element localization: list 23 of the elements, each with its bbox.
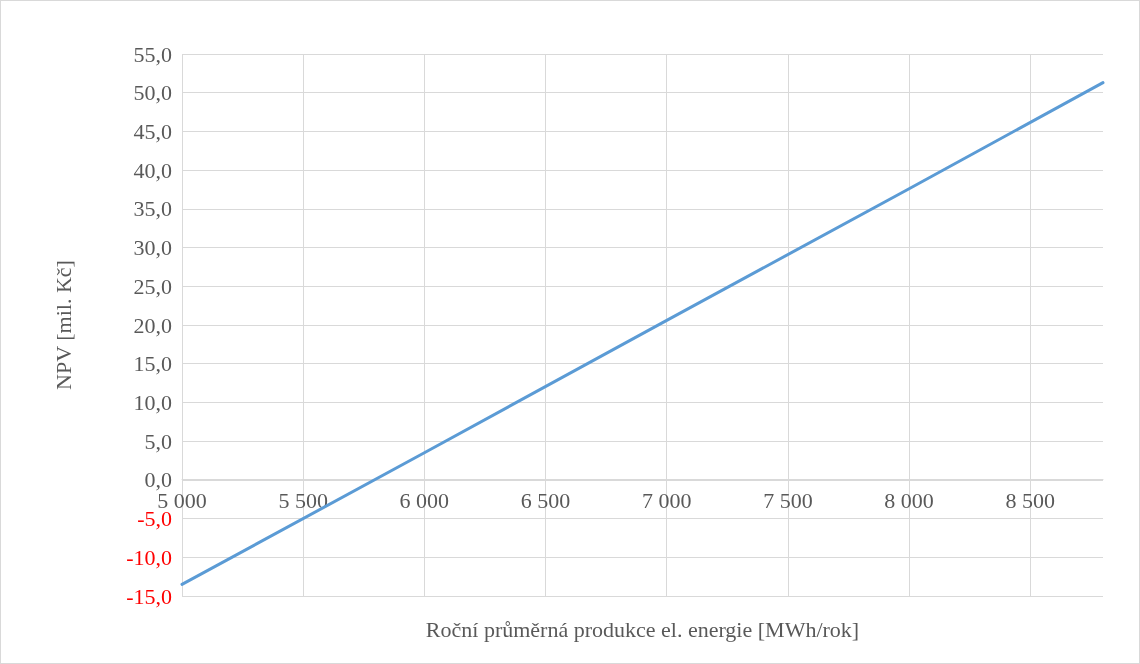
y-tick-label: 0,0	[144, 467, 172, 493]
y-tick-label: 35,0	[133, 196, 172, 222]
x-tick-label: 7 500	[763, 487, 813, 513]
y-tick-label: 50,0	[133, 80, 172, 106]
x-tick-label: 6 500	[520, 487, 571, 513]
x-tick-label: 8 000	[884, 487, 934, 513]
y-tick-label: 25,0	[133, 273, 172, 299]
y-tick-label: -15,0	[126, 583, 172, 609]
y-tick-label: 20,0	[133, 312, 172, 338]
y-tick-label: 15,0	[133, 351, 172, 377]
y-tick-label: -10,0	[126, 544, 172, 570]
y-axis-title: NPV [mil. Kč]	[50, 260, 76, 390]
x-tick-label: 5 500	[278, 487, 328, 513]
y-tick-label: 30,0	[133, 235, 172, 261]
x-tick-label: 6 000	[399, 487, 450, 513]
y-tick-label: 45,0	[133, 118, 172, 144]
y-tick-label: 40,0	[133, 157, 172, 183]
x-tick-label: 7 000	[641, 487, 692, 513]
y-tick-label: 5,0	[144, 428, 172, 454]
y-tick-label: 10,0	[133, 389, 172, 415]
x-axis-title: Roční průměrná produkce el. energie [MWh/rok]	[425, 616, 860, 642]
y-tick-label: 55,0	[133, 41, 172, 67]
x-tick-label: 8 500	[1005, 487, 1056, 513]
